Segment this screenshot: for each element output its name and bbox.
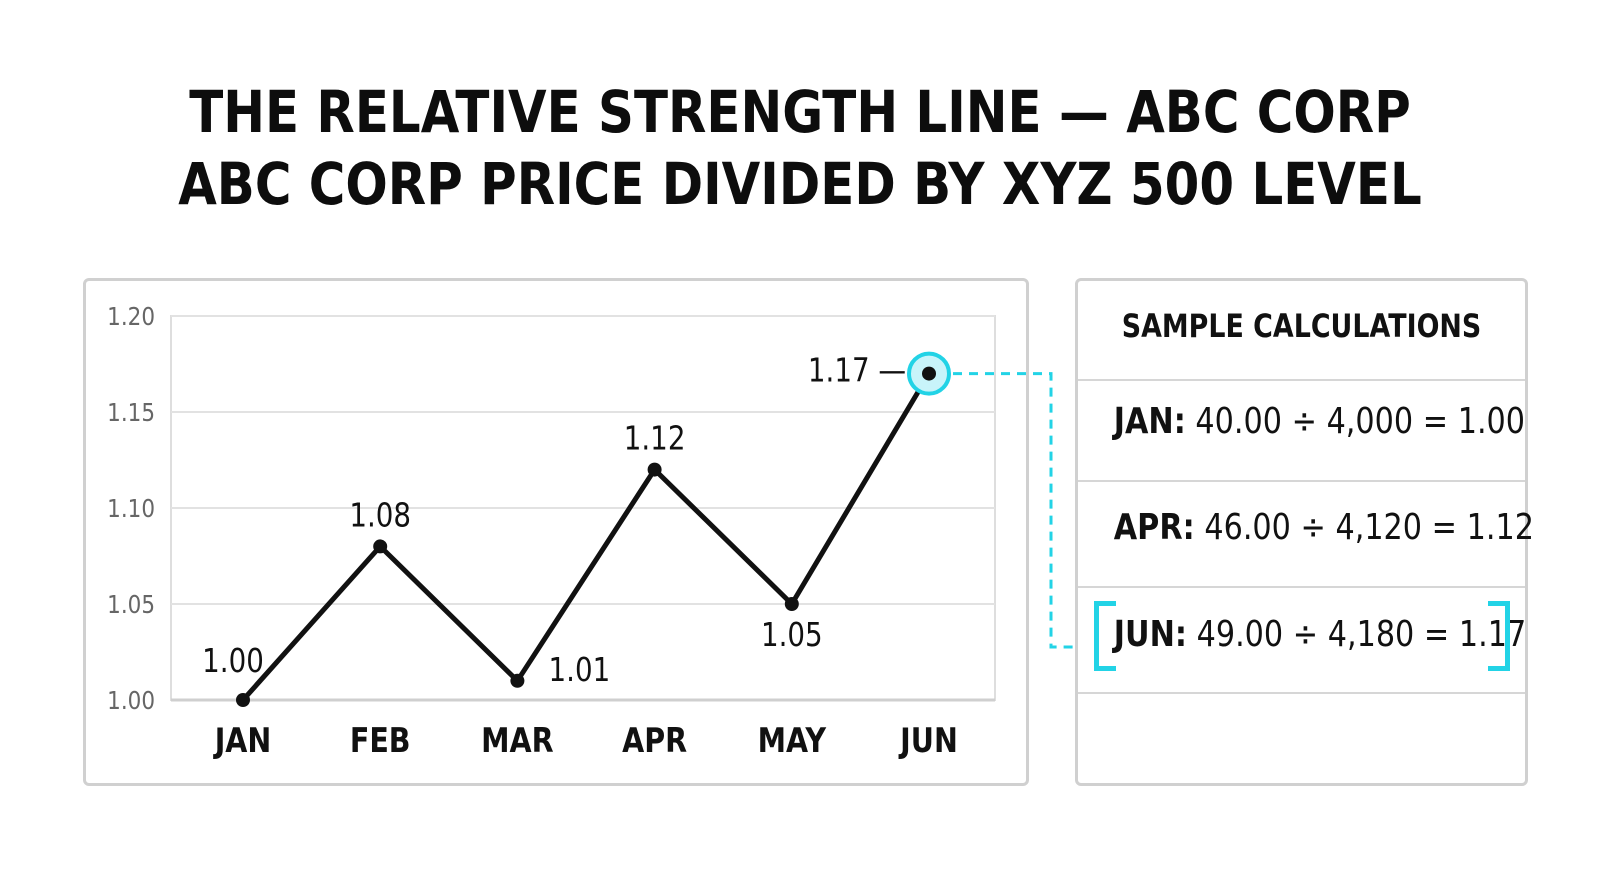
data-labels: 1.00 1.08 1.01 1.12 1.05 1.17 — <box>202 352 906 689</box>
calc-divider <box>1078 692 1525 694</box>
data-label: 1.17 — <box>808 352 906 390</box>
data-point <box>510 673 525 688</box>
chart-title-line-2: ABC CORP PRICE DIVIDED BY XYZ 500 LEVEL <box>178 150 1422 218</box>
x-tick-label: APR <box>622 722 687 761</box>
connector-line <box>953 372 1094 649</box>
data-points <box>236 351 951 707</box>
x-tick-label: JUN <box>898 722 958 761</box>
data-point <box>647 462 662 477</box>
calc-month: JUN: <box>1113 614 1187 655</box>
calc-formula: 49.00 ÷ 4,180 = 1.17 <box>1196 614 1527 655</box>
calc-formula: 46.00 ÷ 4,120 = 1.12 <box>1204 507 1534 548</box>
y-tick-label: 1.00 <box>107 686 155 715</box>
y-tick-label: 1.20 <box>107 302 155 331</box>
y-tick-label: 1.05 <box>107 590 155 619</box>
y-tick-label: 1.15 <box>107 398 155 427</box>
calc-divider <box>1078 480 1525 482</box>
calculations-title: SAMPLE CALCULATIONS <box>1121 307 1482 345</box>
highlight-bracket-left <box>1094 601 1116 671</box>
x-tick-label: MAY <box>758 722 828 761</box>
calc-divider <box>1078 586 1525 588</box>
calc-month: APR: <box>1113 507 1195 548</box>
calc-row-jun: JUN: 49.00 ÷ 4,180 = 1.17 <box>1113 614 1526 655</box>
calc-row-jan: JAN: 40.00 ÷ 4,000 = 1.00 <box>1113 401 1525 442</box>
series-line-layer <box>240 371 932 703</box>
data-label: 1.12 <box>624 420 686 458</box>
calc-divider <box>1078 379 1525 381</box>
series-line <box>240 371 932 703</box>
x-tick-label: FEB <box>350 722 411 761</box>
data-label: 1.05 <box>761 617 823 655</box>
data-label: 1.08 <box>349 497 411 535</box>
data-point <box>373 539 388 554</box>
y-axis-ticks: 1.00 1.05 1.10 1.15 1.20 <box>107 302 155 715</box>
calc-row-apr: APR: 46.00 ÷ 4,120 = 1.12 <box>1113 507 1534 548</box>
sample-calculations-panel: SAMPLE CALCULATIONS JAN: 40.00 ÷ 4,000 =… <box>1075 278 1534 786</box>
data-point <box>236 693 250 707</box>
data-point <box>784 597 799 611</box>
highlight-connector <box>953 372 1094 649</box>
calc-formula: 40.00 ÷ 4,000 = 1.00 <box>1195 401 1526 442</box>
highlight-bracket-right <box>1488 601 1510 671</box>
calc-month: JAN: <box>1113 401 1186 442</box>
y-tick-label: 1.10 <box>107 494 155 523</box>
grid-layer <box>170 315 996 702</box>
x-tick-label: JAN <box>213 722 271 761</box>
x-tick-label: MAR <box>481 722 553 761</box>
data-point <box>922 366 936 381</box>
x-axis-ticks: JAN FEB MAR APR MAY JUN <box>213 722 958 761</box>
data-label: 1.01 <box>549 652 611 690</box>
chart-title-line-1: THE RELATIVE STRENGTH LINE — ABC CORP <box>189 78 1411 146</box>
data-label: 1.00 <box>202 643 264 681</box>
